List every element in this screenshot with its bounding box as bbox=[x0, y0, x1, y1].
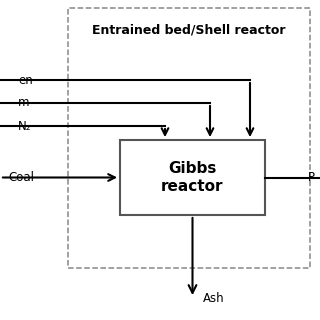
Text: en: en bbox=[18, 74, 33, 86]
Text: Entrained bed/Shell reactor: Entrained bed/Shell reactor bbox=[92, 23, 286, 36]
Bar bbox=[68, 8, 310, 268]
Bar bbox=[120, 140, 265, 215]
Text: N₂: N₂ bbox=[18, 119, 31, 132]
Text: Gibbs
reactor: Gibbs reactor bbox=[161, 161, 224, 194]
Text: Ash: Ash bbox=[203, 292, 224, 305]
Text: Coal: Coal bbox=[8, 171, 34, 184]
Text: P: P bbox=[308, 171, 315, 184]
Text: m: m bbox=[18, 97, 29, 109]
